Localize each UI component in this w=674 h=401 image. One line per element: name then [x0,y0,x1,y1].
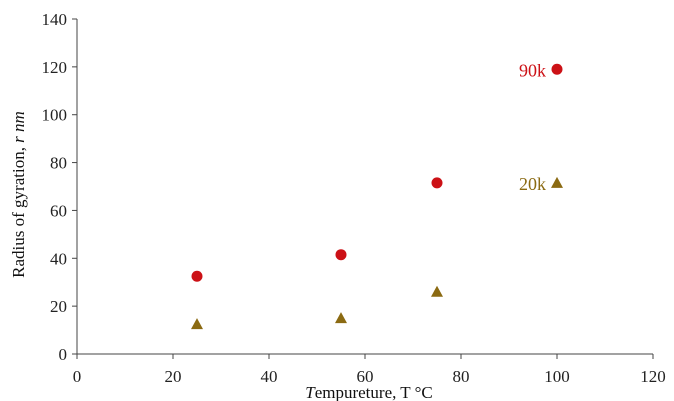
point-90k [551,63,563,75]
point-20k [431,285,443,297]
y-tick-label: 40 [50,249,67,268]
x-tick-label: 40 [261,367,278,386]
y-tick-label: 0 [59,345,68,364]
series-label-90k: 90k [519,60,546,80]
x-tick-label: 0 [73,367,82,386]
y-tick-label: 100 [42,106,68,125]
point-20k [551,176,563,188]
series-labels: 90k 20k [519,60,546,194]
y-tick-label: 60 [50,201,67,220]
x-tick-label: 20 [165,367,182,386]
y-tick-label: 20 [50,297,67,316]
y-axis-ticks: 0 20 40 60 80 100 120 140 [42,10,77,364]
x-tick-label: 60 [357,367,374,386]
x-tick-label: 80 [453,367,470,386]
y-tick-label: 80 [50,154,67,173]
y-tick-label: 140 [42,10,68,29]
point-20k [191,318,203,330]
point-20k [335,312,347,324]
point-90k [191,270,203,282]
x-axis-ticks: 0 20 40 60 80 100 120 [73,354,666,386]
y-tick-label: 120 [42,58,68,77]
y-axis-title: Radius of gyration, r nm [9,111,28,278]
x-axis-title: Tempureture, T °C [305,383,433,401]
x-tick-label: 100 [544,367,570,386]
series-label-20k: 20k [519,174,546,194]
data-points [191,63,563,330]
point-90k [431,177,443,189]
x-tick-label: 120 [640,367,666,386]
point-90k [335,249,347,261]
